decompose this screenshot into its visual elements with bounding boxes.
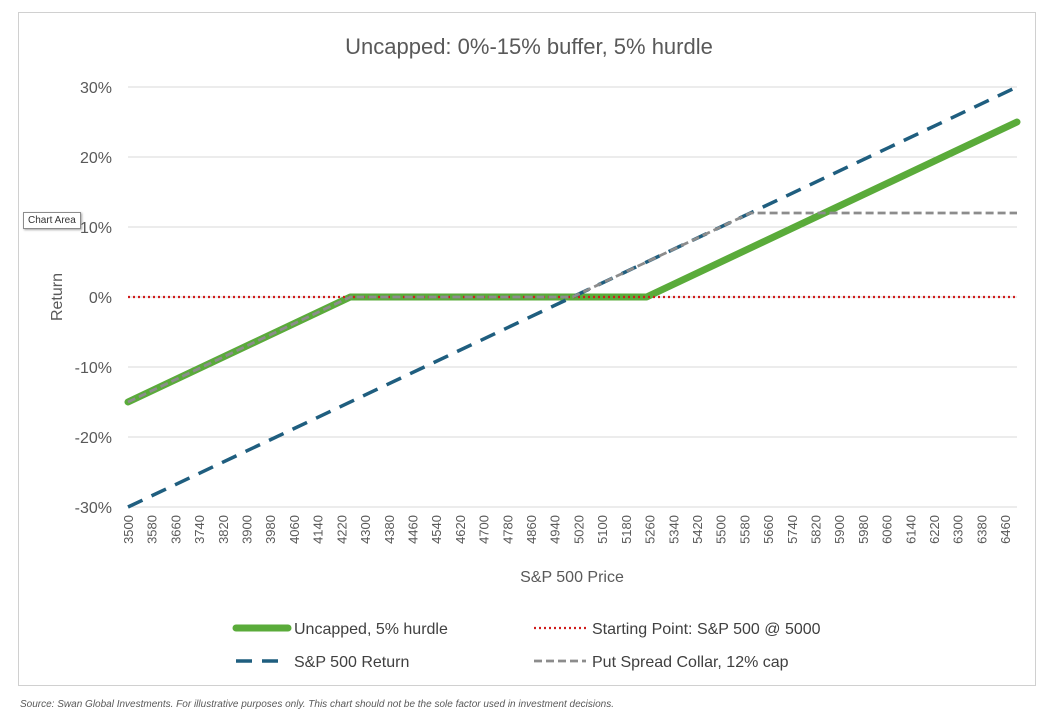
y-tick-label: -20% [75, 430, 112, 447]
x-tick-label: 3900 [240, 515, 255, 544]
chart-title: Uncapped: 0%-15% buffer, 5% hurdle [345, 34, 713, 59]
series-line-sp500 [127, 85, 1018, 509]
x-tick-label: 4540 [429, 515, 444, 544]
x-tick-label: 5500 [714, 515, 729, 544]
y-tick-label: -10% [75, 360, 112, 377]
x-tick-label: 5580 [737, 515, 752, 544]
y-tick-label: 20% [80, 150, 112, 167]
x-tick-label: 6380 [974, 515, 989, 544]
legend: Uncapped, 5% hurdle Starting Point: S&P 5… [232, 621, 821, 671]
x-tick-label: 3740 [192, 515, 207, 544]
series-line-uncapped [124, 118, 1021, 406]
x-tick-label: 4860 [524, 515, 539, 544]
y-tick-label: -30% [75, 500, 112, 517]
source-note: Source: Swan Global Investments. For ill… [20, 699, 614, 710]
x-tick-label: 4140 [311, 515, 326, 544]
y-tick-label: 10% [80, 220, 112, 237]
x-tick-label: 4700 [477, 515, 492, 544]
x-tick-label: 3580 [145, 515, 160, 544]
chart-area[interactable] [18, 12, 1036, 686]
x-tick-label: 4220 [334, 515, 349, 544]
x-tick-label: 5180 [619, 515, 634, 544]
legend-label-sp500: S&P 500 Return [294, 654, 409, 671]
x-tick-label: 3980 [263, 515, 278, 544]
legend-label-collar: Put Spread Collar, 12% cap [592, 654, 789, 671]
series-line-collar [127, 211, 1017, 404]
x-tick-label: 5340 [666, 515, 681, 544]
x-tick-label: 4940 [548, 515, 563, 544]
x-tick-label: 3500 [121, 515, 136, 544]
x-tick-label: 5100 [595, 515, 610, 544]
x-tick-label: 6140 [903, 515, 918, 544]
x-tick-label: 4380 [382, 515, 397, 544]
x-tick-label: 6300 [951, 515, 966, 544]
y-tick-label: 0% [89, 290, 112, 307]
x-axis-label: S&P 500 Price [520, 569, 624, 586]
x-tick-label: 6220 [927, 515, 942, 544]
chart-area-tooltip: Chart Area [23, 212, 81, 229]
plot-series [124, 85, 1021, 509]
x-tick-label: 3660 [168, 515, 183, 544]
x-tick-label: 5420 [690, 515, 705, 544]
x-tick-label: 5740 [785, 515, 800, 544]
y-axis-label: Return [49, 273, 66, 321]
x-tick-label: 5020 [571, 515, 586, 544]
x-tick-label: 5980 [856, 515, 871, 544]
legend-label-uncapped: Uncapped, 5% hurdle [294, 621, 448, 638]
x-tick-label: 6060 [880, 515, 895, 544]
x-tick-label: 4460 [405, 515, 420, 544]
x-tick-label: 3820 [216, 515, 231, 544]
x-tick-label: 5820 [808, 515, 823, 544]
x-tick-label: 4300 [358, 515, 373, 544]
y-axis-ticks: 30% 20% 10% 0% -10% -20% -30% [75, 80, 112, 517]
x-tick-label: 4060 [287, 515, 302, 544]
legend-label-starting_point: Starting Point: S&P 500 @ 5000 [592, 621, 821, 638]
x-tick-label: 4620 [453, 515, 468, 544]
x-tick-label: 4780 [500, 515, 515, 544]
x-tick-label: 5900 [832, 515, 847, 544]
x-tick-label: 6460 [998, 515, 1013, 544]
x-axis-ticks: 3500 3580 3660 3740 3820 3900 3980 4060 4140 4220… [121, 515, 1013, 544]
y-tick-label: 30% [80, 80, 112, 97]
x-tick-label: 5660 [761, 515, 776, 544]
x-tick-label: 5260 [643, 515, 658, 544]
